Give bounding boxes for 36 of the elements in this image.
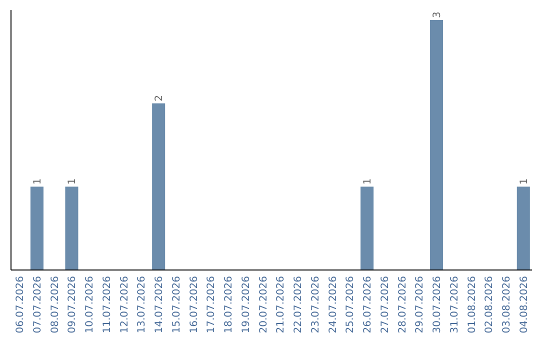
x-tick-label: 01.08.2026 (466, 276, 478, 334)
x-tick-label: 09.07.2026 (67, 276, 78, 334)
x-tick-label: 13.07.2026 (136, 276, 148, 334)
x-tick-label: 23.07.2026 (310, 276, 322, 334)
x-tick-label: 16.07.2026 (188, 276, 200, 334)
x-tick-label: 15.07.2026 (171, 276, 182, 334)
x-tick-label: 06.07.2026 (15, 276, 26, 334)
x-tick-label: 21.07.2026 (276, 276, 287, 334)
x-tick-label: 14.07.2026 (154, 276, 166, 334)
x-tick-label: 03.08.2026 (502, 276, 513, 334)
x-tick-label: 24.07.2026 (328, 276, 339, 334)
data-label: 2 (154, 94, 166, 102)
x-tick-label: 25.07.2026 (345, 276, 356, 334)
x-tick-label: 17.07.2026 (206, 276, 218, 334)
x-tick-label: 19.07.2026 (240, 276, 252, 334)
data-label: 1 (518, 178, 530, 185)
x-tick-label: 27.07.2026 (380, 276, 391, 334)
x-tick-label: 20.07.2026 (258, 276, 270, 334)
data-label: 3 (432, 12, 444, 18)
x-tick-label: 02.08.2026 (484, 276, 496, 334)
x-tick-label: 07.07.2026 (32, 276, 44, 334)
x-tick-label: 26.07.2026 (362, 276, 374, 334)
x-tick-label: 08.07.2026 (50, 276, 61, 334)
x-tick-label: 11.07.2026 (102, 276, 113, 334)
x-tick-label: 12.07.2026 (119, 276, 130, 334)
data-label: 1 (67, 178, 78, 185)
x-tick-label: 10.07.2026 (84, 276, 96, 334)
data-label: 1 (362, 178, 374, 185)
x-tick-label: 28.07.2026 (397, 276, 408, 334)
x-tick-label: 31.07.2026 (449, 276, 460, 334)
data-label: 1 (32, 178, 44, 185)
x-tick-label: 22.07.2026 (293, 276, 304, 334)
x-tick-label: 04.08.2026 (518, 276, 530, 334)
x-tick-label: 18.07.2026 (224, 276, 235, 334)
x-tick-label: 30.07.2026 (432, 276, 444, 334)
x-tick-label: 29.07.2026 (414, 276, 426, 334)
